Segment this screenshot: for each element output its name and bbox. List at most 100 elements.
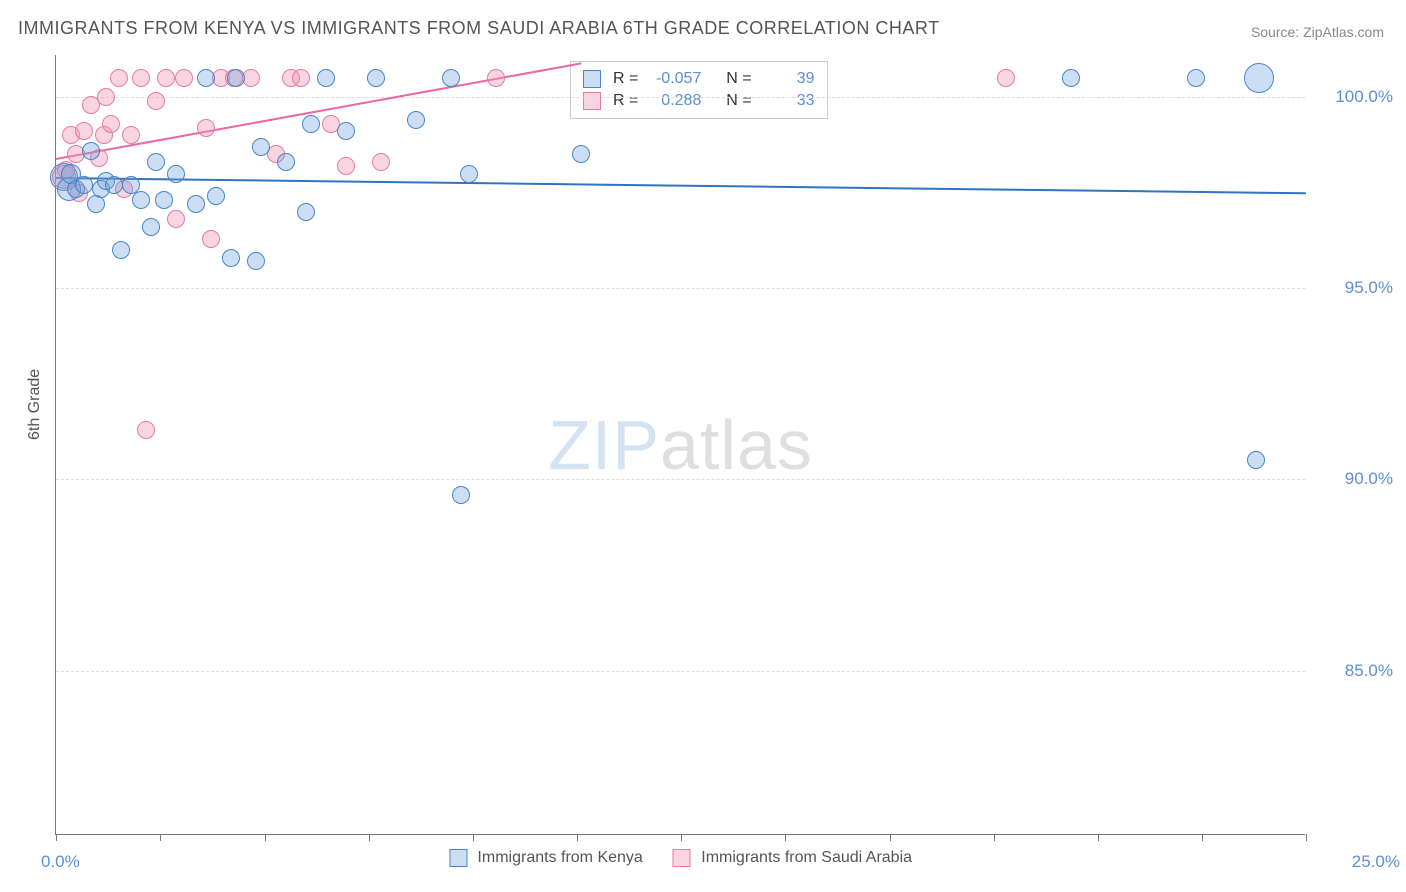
plot-area: ZIPatlas 0.0% 25.0% R = -0.057 N = 39 R … <box>55 55 1305 835</box>
legend-label-saudi: Immigrants from Saudi Arabia <box>701 849 912 866</box>
chart-title: IMMIGRANTS FROM KENYA VS IMMIGRANTS FROM… <box>18 18 940 39</box>
data-point-saudi <box>997 69 1015 87</box>
data-point-saudi <box>292 69 310 87</box>
data-point-saudi <box>102 115 120 133</box>
data-point-kenya <box>207 187 225 205</box>
data-point-kenya <box>75 176 93 194</box>
data-point-kenya <box>252 138 270 156</box>
data-point-kenya <box>367 69 385 87</box>
data-point-saudi <box>487 69 505 87</box>
watermark: ZIPatlas <box>548 405 813 485</box>
data-point-saudi <box>202 230 220 248</box>
legend-row-kenya: R = -0.057 N = 39 <box>583 68 815 90</box>
data-point-kenya <box>302 115 320 133</box>
data-point-kenya <box>82 142 100 160</box>
data-point-kenya <box>337 122 355 140</box>
data-point-saudi <box>132 69 150 87</box>
r-label: R = <box>613 92 638 110</box>
y-tick-label: 100.0% <box>1313 87 1393 107</box>
data-point-saudi <box>175 69 193 87</box>
r-label: R = <box>613 70 638 88</box>
stats-legend: R = -0.057 N = 39 R = 0.288 N = 33 <box>570 61 828 119</box>
data-point-kenya <box>442 69 460 87</box>
data-point-kenya <box>317 69 335 87</box>
swatch-kenya-icon <box>449 849 467 867</box>
y-axis-label: 6th Grade <box>26 369 44 440</box>
data-point-saudi <box>157 69 175 87</box>
x-tick-mark <box>994 834 995 841</box>
data-point-saudi <box>122 126 140 144</box>
data-point-kenya <box>187 195 205 213</box>
x-tick-mark <box>577 834 578 841</box>
data-point-saudi <box>372 153 390 171</box>
legend-label-kenya: Immigrants from Kenya <box>477 849 642 866</box>
x-axis-min-label: 0.0% <box>41 852 80 872</box>
gridline <box>56 671 1305 672</box>
n-value-saudi: 33 <box>760 92 815 110</box>
x-tick-mark <box>681 834 682 841</box>
swatch-kenya-icon <box>583 70 601 88</box>
data-point-kenya <box>222 249 240 267</box>
bottom-legend: Immigrants from Kenya Immigrants from Sa… <box>449 849 912 867</box>
data-point-saudi <box>337 157 355 175</box>
source-label: Source: ZipAtlas.com <box>1251 24 1384 40</box>
data-point-kenya <box>105 176 123 194</box>
x-tick-mark <box>473 834 474 841</box>
legend-item-kenya: Immigrants from Kenya <box>449 849 643 867</box>
legend-row-saudi: R = 0.288 N = 33 <box>583 90 815 112</box>
gridline <box>56 97 1305 98</box>
n-label: N = <box>726 70 751 88</box>
data-point-saudi <box>137 421 155 439</box>
data-point-saudi <box>75 122 93 140</box>
n-label: N = <box>726 92 751 110</box>
x-tick-mark <box>160 834 161 841</box>
data-point-saudi <box>197 119 215 137</box>
data-point-saudi <box>110 69 128 87</box>
data-point-kenya <box>132 191 150 209</box>
data-point-kenya <box>460 165 478 183</box>
x-tick-mark <box>265 834 266 841</box>
swatch-saudi-icon <box>583 92 601 110</box>
data-point-kenya <box>87 195 105 213</box>
x-tick-mark <box>1306 834 1307 841</box>
data-point-kenya <box>167 165 185 183</box>
data-point-kenya <box>452 486 470 504</box>
x-tick-mark <box>56 834 57 841</box>
y-tick-label: 90.0% <box>1313 469 1393 489</box>
data-point-saudi <box>167 210 185 228</box>
data-point-kenya <box>112 241 130 259</box>
gridline <box>56 479 1305 480</box>
swatch-saudi-icon <box>673 849 691 867</box>
x-tick-mark <box>1098 834 1099 841</box>
x-tick-mark <box>369 834 370 841</box>
legend-item-saudi: Immigrants from Saudi Arabia <box>673 849 912 867</box>
data-point-kenya <box>297 203 315 221</box>
trend-line <box>56 177 1306 194</box>
data-point-kenya <box>197 69 215 87</box>
data-point-kenya <box>1062 69 1080 87</box>
data-point-kenya <box>155 191 173 209</box>
y-tick-label: 95.0% <box>1313 278 1393 298</box>
x-tick-mark <box>890 834 891 841</box>
data-point-kenya <box>1244 63 1274 93</box>
data-point-saudi <box>147 92 165 110</box>
x-tick-mark <box>785 834 786 841</box>
x-axis-max-label: 25.0% <box>1352 852 1400 872</box>
data-point-kenya <box>1247 451 1265 469</box>
data-point-kenya <box>1187 69 1205 87</box>
data-point-kenya <box>227 69 245 87</box>
gridline <box>56 288 1305 289</box>
y-tick-label: 85.0% <box>1313 661 1393 681</box>
watermark-part2: atlas <box>660 406 813 484</box>
data-point-kenya <box>142 218 160 236</box>
r-value-kenya: -0.057 <box>646 70 701 88</box>
data-point-kenya <box>147 153 165 171</box>
data-point-kenya <box>277 153 295 171</box>
n-value-kenya: 39 <box>760 70 815 88</box>
data-point-kenya <box>572 145 590 163</box>
data-point-kenya <box>407 111 425 129</box>
data-point-kenya <box>247 252 265 270</box>
x-tick-mark <box>1202 834 1203 841</box>
r-value-saudi: 0.288 <box>646 92 701 110</box>
data-point-saudi <box>97 88 115 106</box>
